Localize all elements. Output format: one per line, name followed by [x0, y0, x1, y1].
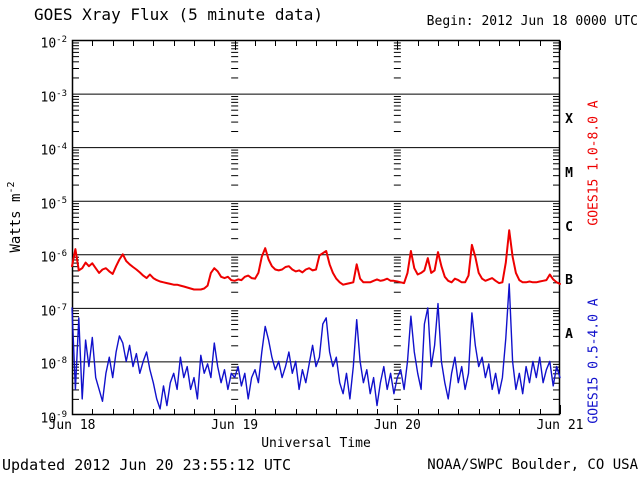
y-tick-label: 10-3	[40, 88, 68, 105]
y-tick-label: 10-4	[40, 142, 68, 159]
log-minor-ticks	[73, 42, 559, 400]
y-tick-label: 10-5	[40, 195, 68, 213]
long-xray-series-line	[71, 229, 561, 291]
source-credit: NOAA/SWPC Boulder, CO USA	[427, 457, 638, 473]
x-tick-label: Jun 20	[373, 418, 421, 433]
plot-frame	[71, 39, 561, 416]
short-xray-series-line	[71, 283, 561, 410]
hour-ticks	[72, 41, 561, 414]
begin-timestamp: Begin: 2012 Jun 18 0000 UTC	[426, 14, 638, 29]
flare-class-X: X	[565, 112, 573, 128]
x-tick-label: Jun 19	[211, 418, 259, 433]
y-tick-label: 10-2	[40, 35, 68, 52]
y-tick-label: 10-8	[40, 356, 68, 373]
flare-class-B: B	[565, 273, 573, 289]
y-tick-label: 10-7	[40, 302, 68, 320]
flare-class-M: M	[565, 165, 573, 181]
y-tick-label: 10-6	[40, 249, 68, 266]
y-axis-title-exponent: -2	[6, 181, 18, 194]
decade-gridlines	[72, 93, 560, 363]
x-axis-title: Universal Time	[261, 436, 371, 451]
x-tick-label: Jun 21	[536, 418, 584, 433]
updated-timestamp: Updated 2012 Jun 20 23:55:12 UTC	[2, 456, 291, 474]
flare-class-A: A	[565, 326, 573, 342]
x-tick-label: Jun 18	[48, 418, 96, 433]
flare-class-C: C	[565, 219, 573, 235]
y-tick-label: 10-9	[40, 410, 68, 427]
chart-title: GOES Xray Flux (5 minute data)	[34, 5, 323, 24]
